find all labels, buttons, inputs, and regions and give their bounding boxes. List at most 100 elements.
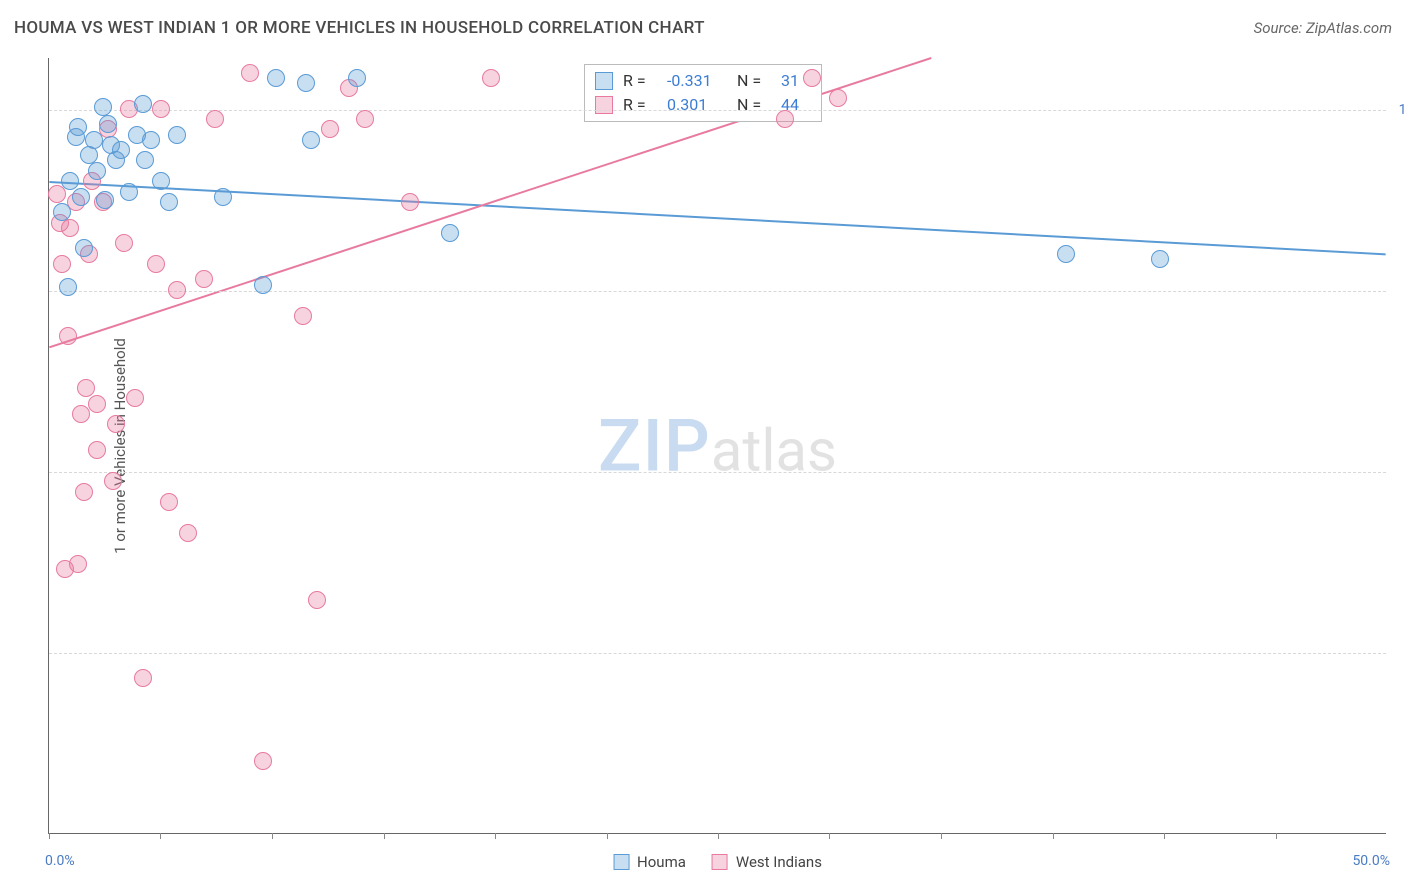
- data-point: [59, 278, 77, 296]
- data-point: [348, 69, 366, 87]
- legend-label: West Indians: [736, 853, 822, 871]
- data-point: [142, 131, 160, 149]
- x-tick: [941, 833, 942, 839]
- data-point: [69, 555, 87, 573]
- chart-header: HOUMA VS WEST INDIAN 1 OR MORE VEHICLES …: [14, 18, 1392, 38]
- data-point: [1151, 250, 1169, 268]
- data-point: [294, 307, 312, 325]
- x-tick: [495, 833, 496, 839]
- data-point: [160, 193, 178, 211]
- gridline: [49, 110, 1386, 111]
- data-point: [254, 276, 272, 294]
- data-point: [147, 255, 165, 273]
- data-point: [179, 524, 197, 542]
- gridline: [49, 653, 1386, 654]
- r-value: -0.331: [667, 69, 727, 93]
- watermark-atlas: atlas: [711, 417, 837, 485]
- data-point: [134, 669, 152, 687]
- x-axis-min-label: 0.0%: [45, 853, 75, 869]
- x-tick: [49, 833, 50, 839]
- data-point: [94, 98, 112, 116]
- data-point: [776, 110, 794, 128]
- data-point: [206, 110, 224, 128]
- data-point: [107, 415, 125, 433]
- data-point: [168, 281, 186, 299]
- data-point: [302, 131, 320, 149]
- legend-swatch: [595, 96, 613, 114]
- data-point: [96, 191, 114, 209]
- r-label: R =: [623, 69, 657, 93]
- legend-swatch: [613, 854, 629, 870]
- data-point: [195, 270, 213, 288]
- data-point: [214, 188, 232, 206]
- data-point: [59, 327, 77, 345]
- data-point: [241, 64, 259, 82]
- x-tick: [384, 833, 385, 839]
- x-tick: [272, 833, 273, 839]
- x-tick: [1276, 833, 1277, 839]
- x-tick: [829, 833, 830, 839]
- data-point: [69, 118, 87, 136]
- legend-item: West Indians: [712, 853, 822, 871]
- x-tick: [718, 833, 719, 839]
- legend-item: Houma: [613, 853, 686, 871]
- data-point: [115, 234, 133, 252]
- data-point: [152, 100, 170, 118]
- r-value: 0.301: [667, 93, 727, 117]
- x-tick: [607, 833, 608, 839]
- data-point: [72, 405, 90, 423]
- data-point: [356, 110, 374, 128]
- data-point: [88, 395, 106, 413]
- watermark: ZIPatlas: [598, 403, 837, 488]
- legend-swatch: [595, 72, 613, 90]
- data-point: [267, 69, 285, 87]
- data-point: [160, 493, 178, 511]
- data-point: [104, 472, 122, 490]
- data-point: [112, 141, 130, 159]
- data-point: [308, 591, 326, 609]
- x-tick: [1164, 833, 1165, 839]
- legend-label: Houma: [637, 853, 686, 871]
- data-point: [803, 69, 821, 87]
- n-label: N =: [737, 69, 771, 93]
- r-label: R =: [623, 93, 657, 117]
- correlation-row: R =-0.331N =31: [595, 69, 811, 93]
- legend-swatch: [712, 854, 728, 870]
- data-point: [136, 151, 154, 169]
- data-point: [126, 389, 144, 407]
- y-tick-label: 100.0%: [1399, 102, 1406, 118]
- data-point: [254, 752, 272, 770]
- chart-plot-area: ZIPatlas R =-0.331N =31R =0.301N =44 0.0…: [48, 58, 1386, 834]
- series-legend: Houma West Indians: [613, 853, 822, 871]
- watermark-zip: ZIP: [598, 403, 711, 488]
- data-point: [53, 255, 71, 273]
- trend-line: [49, 182, 1385, 254]
- data-point: [297, 74, 315, 92]
- data-point: [53, 203, 71, 221]
- data-point: [72, 188, 90, 206]
- gridline: [49, 472, 1386, 473]
- chart-title: HOUMA VS WEST INDIAN 1 OR MORE VEHICLES …: [14, 18, 705, 38]
- gridline: [49, 291, 1386, 292]
- data-point: [152, 172, 170, 190]
- data-point: [120, 183, 138, 201]
- data-point: [88, 162, 106, 180]
- data-point: [168, 126, 186, 144]
- data-point: [482, 69, 500, 87]
- chart-source: Source: ZipAtlas.com: [1254, 19, 1392, 37]
- data-point: [61, 219, 79, 237]
- x-axis-max-label: 50.0%: [1352, 853, 1390, 869]
- data-point: [75, 483, 93, 501]
- data-point: [99, 115, 117, 133]
- data-point: [134, 95, 152, 113]
- data-point: [441, 224, 459, 242]
- data-point: [88, 441, 106, 459]
- x-tick: [1053, 833, 1054, 839]
- x-tick: [160, 833, 161, 839]
- data-point: [1057, 245, 1075, 263]
- data-point: [829, 89, 847, 107]
- n-label: N =: [737, 93, 771, 117]
- data-point: [321, 120, 339, 138]
- data-point: [401, 193, 419, 211]
- data-point: [75, 239, 93, 257]
